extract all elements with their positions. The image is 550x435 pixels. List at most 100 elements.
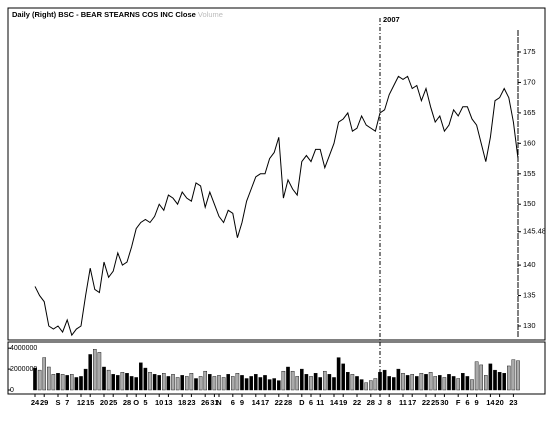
x-tick-label: 23 [509, 398, 517, 407]
legend-close: Close [175, 10, 195, 19]
volume-bar [115, 375, 120, 391]
x-tick-label: 19 [339, 398, 347, 407]
volume-bar [415, 376, 419, 391]
x-tick-label: 8 [387, 398, 391, 407]
volume-bar [217, 375, 221, 391]
volume-bar [488, 363, 493, 391]
x-tick-label: 11 [316, 398, 324, 407]
x-tick-label: 11 [399, 398, 407, 407]
volume-bar [369, 380, 373, 391]
volume-bar [419, 373, 424, 391]
volume-bar [83, 368, 88, 391]
volume-bar [51, 374, 56, 391]
x-tick-label: 24 [31, 398, 40, 407]
volume-bar [267, 379, 272, 391]
x-tick-label: S [55, 398, 60, 407]
y-tick-label: 135 [523, 291, 536, 300]
volume-bar [484, 375, 488, 391]
volume-bar [120, 372, 125, 391]
x-tick-label: 5 [143, 398, 147, 407]
volume-bar [309, 376, 313, 391]
volume-bar [180, 375, 185, 391]
volume-bar [161, 373, 166, 391]
volume-bar [401, 373, 405, 391]
volume-bar [442, 377, 447, 391]
volume-bar [465, 376, 470, 391]
x-tick-label: 10 [155, 398, 163, 407]
volume-panel [7, 341, 546, 395]
volume-bar [341, 363, 346, 391]
volume-bar [295, 376, 300, 391]
x-tick-label: 25 [431, 398, 439, 407]
volume-bar [286, 366, 290, 391]
x-tick-label: 6 [465, 398, 469, 407]
volume-bar [470, 379, 474, 391]
volume-bar [79, 376, 83, 391]
volume-bar [203, 370, 208, 391]
volume-bar [350, 374, 355, 391]
x-tick-label: 13 [164, 398, 172, 407]
chart-title: Daily (Right) BSC - BEAR STEARNS COS INC [12, 10, 174, 19]
volume-bar [175, 377, 180, 391]
volume-bar [493, 369, 497, 391]
volume-bar [240, 375, 244, 391]
x-tick-label: 9 [475, 398, 479, 407]
x-tick-label: 14 [330, 398, 339, 407]
x-tick-label: 14 [252, 398, 261, 407]
volume-bar [424, 374, 428, 391]
volume-bar [396, 368, 401, 391]
x-tick-label: 22 [275, 398, 283, 407]
volume-bar [300, 368, 304, 391]
volume-bar [497, 372, 502, 391]
volume-bar [111, 374, 115, 391]
volume-bar [88, 354, 92, 391]
volume-bar [129, 376, 134, 391]
volume-bar [318, 377, 323, 391]
year-label: 2007 [383, 15, 400, 24]
x-tick-label: D [299, 398, 305, 407]
y-tick-label: 4000000 [10, 345, 37, 352]
volume-bar [60, 374, 65, 391]
legend-volume: Volume [198, 10, 223, 19]
volume-bar [207, 374, 212, 391]
volume-bar [258, 377, 263, 391]
volume-bar [194, 378, 198, 391]
volume-bar [37, 369, 42, 391]
volume-bar [143, 367, 148, 391]
volume-bar [364, 382, 369, 391]
volume-bar [184, 376, 189, 391]
volume-bar [304, 374, 309, 391]
volume-bar [332, 377, 336, 391]
volume-bar [171, 374, 175, 391]
volume-bar [438, 375, 442, 391]
volume-bar [134, 377, 139, 391]
volume-bar [65, 375, 69, 391]
y-tick-label: 145.48 [523, 227, 546, 236]
volume-bar [102, 366, 106, 391]
volume-bar [387, 376, 392, 391]
volume-bar [323, 370, 327, 391]
volume-bar [479, 364, 484, 391]
y-tick-label: 2000000 [10, 366, 37, 373]
x-tick-label: 22 [353, 398, 361, 407]
volume-bar [226, 374, 231, 391]
volume-bar [405, 375, 410, 391]
volume-bar [346, 372, 350, 391]
x-tick-label: 28 [123, 398, 131, 407]
volume-bar [74, 377, 79, 391]
volume-bar [373, 378, 378, 391]
volume-bar [244, 378, 249, 391]
volume-bar [392, 377, 396, 391]
volume-bar [451, 376, 456, 391]
volume-bar [42, 357, 46, 391]
volume-bar [290, 370, 295, 391]
x-tick-label: 15 [86, 398, 94, 407]
volume-bar [106, 369, 111, 391]
volume-bar [33, 367, 37, 391]
x-tick-label: 23 [187, 398, 195, 407]
volume-bar [355, 376, 359, 391]
volume-bar [359, 379, 364, 391]
y-tick-label: 170 [523, 77, 536, 86]
volume-bar [97, 352, 102, 391]
y-tick-label: 0 [10, 387, 14, 394]
